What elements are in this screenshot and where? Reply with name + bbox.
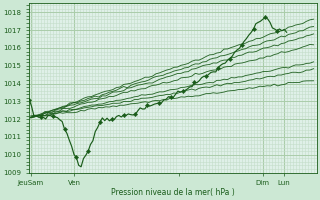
X-axis label: Pression niveau de la mer( hPa ): Pression niveau de la mer( hPa ) [111,188,235,197]
